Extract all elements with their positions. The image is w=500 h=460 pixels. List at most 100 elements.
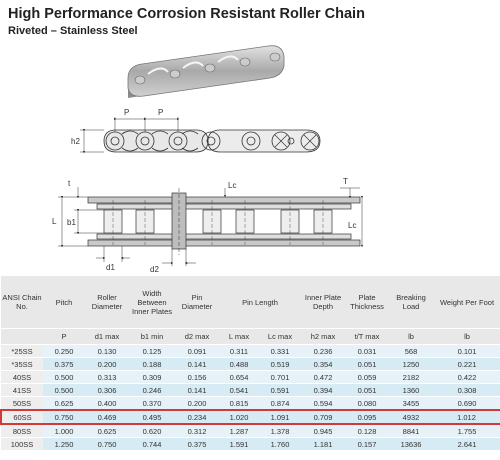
table-cell: 0.591 (259, 383, 301, 397)
table-cell: 0.701 (259, 370, 301, 384)
table-cell: 0.500 (43, 383, 85, 397)
table-cell: 0.690 (433, 396, 500, 410)
table-cell: 0.625 (85, 423, 129, 438)
table-cell: 0.375 (175, 437, 219, 450)
label-p1: P (124, 108, 129, 117)
table-cell: 0.945 (301, 423, 345, 438)
table-cell: 1360 (389, 383, 433, 397)
table-cell: 1.591 (219, 437, 259, 450)
label-Lc-top: Lc (228, 181, 236, 190)
table-row: *35SS 0.375 0.200 0.188 0.141 0.488 0.519 0.354… (1, 357, 500, 371)
label-h2: h2 (71, 137, 80, 146)
col-header-inner-plate-depth: Inner Plate Depth (301, 276, 345, 329)
table-cell: 0.500 (43, 370, 85, 384)
col-header-weight-per-foot: Weight Per Foot (433, 276, 500, 329)
chain-number-cell: 50SS (1, 396, 43, 410)
table-cell: 0.488 (219, 357, 259, 371)
table-cell: 0.354 (301, 357, 345, 371)
table-cell: 0.051 (345, 383, 389, 397)
table-cell: 0.744 (129, 437, 175, 450)
table-cell: 0.400 (85, 396, 129, 410)
table-cell: 0.031 (345, 344, 389, 358)
label-L: L (52, 217, 57, 226)
table-cell: 0.519 (259, 357, 301, 371)
subheader-cell: h2 max (301, 328, 345, 345)
subheader-cell: lb (389, 328, 433, 345)
table-row: 100SS 1.250 0.750 0.744 0.375 1.591 1.760 1.181… (1, 437, 500, 450)
chain-number-cell: *25SS (1, 344, 43, 358)
header-row: ANSI Chain No. Pitch Roller Diameter Wid… (1, 276, 500, 329)
table-cell: 0.874 (259, 396, 301, 410)
label-d1: d1 (106, 263, 115, 272)
col-header-breaking-load: Breaking Load (389, 276, 433, 329)
table-cell: 0.128 (345, 423, 389, 438)
chain-photo (127, 45, 285, 98)
chain-number-cell: 40SS (1, 370, 43, 384)
table-cell: 0.313 (85, 370, 129, 384)
table-cell: 0.594 (301, 396, 345, 410)
col-header-pin-length: Pin Length (219, 276, 301, 329)
table-cell: 0.620 (129, 423, 175, 438)
table-row: 80SS 1.000 0.625 0.620 0.312 1.287 1.378 0.945 0… (1, 423, 500, 438)
subheader-cell: P (43, 328, 85, 345)
table-cell: 2182 (389, 370, 433, 384)
table-cell: 0.312 (175, 423, 219, 438)
table-cell: 2.641 (433, 437, 500, 450)
table-cell: 0.541 (219, 383, 259, 397)
subheader-row: P d1 max b1 min d2 max L max Lc max h2 m… (1, 328, 500, 345)
table-cell: 1.250 (43, 437, 85, 450)
table-cell: 0.472 (301, 370, 345, 384)
table-cell: 0.750 (85, 437, 129, 450)
table-cell: 1.378 (259, 423, 301, 438)
table-cell: 0.051 (345, 357, 389, 371)
table-cell: 0.422 (433, 370, 500, 384)
chain-top-view (58, 187, 364, 266)
table-cell: 0.709 (301, 409, 345, 425)
chain-number-cell: *35SS (1, 357, 43, 371)
table-cell: 13636 (389, 437, 433, 450)
table-cell: 0.095 (345, 409, 389, 425)
table-cell: 0.234 (175, 409, 219, 425)
table-cell: 0.200 (175, 396, 219, 410)
label-d2: d2 (150, 265, 159, 274)
table-cell: 0.188 (129, 357, 175, 371)
table-cell: 0.101 (433, 344, 500, 358)
col-header-width-between-plates: Width Between Inner Plates (129, 276, 175, 329)
table-row-highlighted: 60SS 0.750 0.469 0.495 0.234 1.020 1.091 0.709 0… (0, 409, 500, 425)
table-row: 41SS 0.500 0.306 0.246 0.141 0.541 0.591 0.394 0… (1, 383, 500, 397)
table-cell: 0.059 (345, 370, 389, 384)
chain-side-view (80, 117, 321, 154)
table-cell: 0.200 (85, 357, 129, 371)
page-subtitle: Riveted – Stainless Steel (8, 25, 138, 37)
label-Lc-side: Lc (348, 221, 356, 230)
table-cell: 1.287 (219, 423, 259, 438)
table-cell: 4932 (389, 409, 433, 425)
table-cell: 1.020 (219, 409, 259, 425)
subheader-cell (1, 328, 43, 345)
chain-number-cell: 41SS (1, 383, 43, 397)
table-cell: 0.306 (85, 383, 129, 397)
spec-table: ANSI Chain No. Pitch Roller Diameter Wid… (0, 276, 500, 450)
page-title: High Performance Corrosion Resistant Rol… (8, 6, 365, 22)
table-cell: 0.091 (175, 344, 219, 358)
table-body: *25SS 0.250 0.130 0.125 0.091 0.311 0.331 0.236… (0, 344, 500, 450)
table-cell: 0.375 (43, 357, 85, 371)
table-cell: 0.750 (43, 409, 85, 425)
table-cell: 0.157 (345, 437, 389, 450)
table-cell: 0.331 (259, 344, 301, 358)
table-cell: 0.309 (129, 370, 175, 384)
table-cell: 0.394 (301, 383, 345, 397)
col-header-chain-no: ANSI Chain No. (1, 276, 43, 329)
label-b1: b1 (67, 218, 76, 227)
table-cell: 0.130 (85, 344, 129, 358)
table-cell: 1.755 (433, 423, 500, 438)
subheader-cell: d1 max (85, 328, 129, 345)
table-cell: 0.246 (129, 383, 175, 397)
subheader-cell: d2 max (175, 328, 219, 345)
chain-drawing: P P h2 (52, 45, 364, 274)
label-T: T (343, 177, 348, 186)
table-cell: 0.141 (175, 383, 219, 397)
table-cell: 0.141 (175, 357, 219, 371)
table-row: 50SS 0.625 0.400 0.370 0.200 0.815 0.874 0.594 0… (1, 396, 500, 410)
table-cell: 0.236 (301, 344, 345, 358)
